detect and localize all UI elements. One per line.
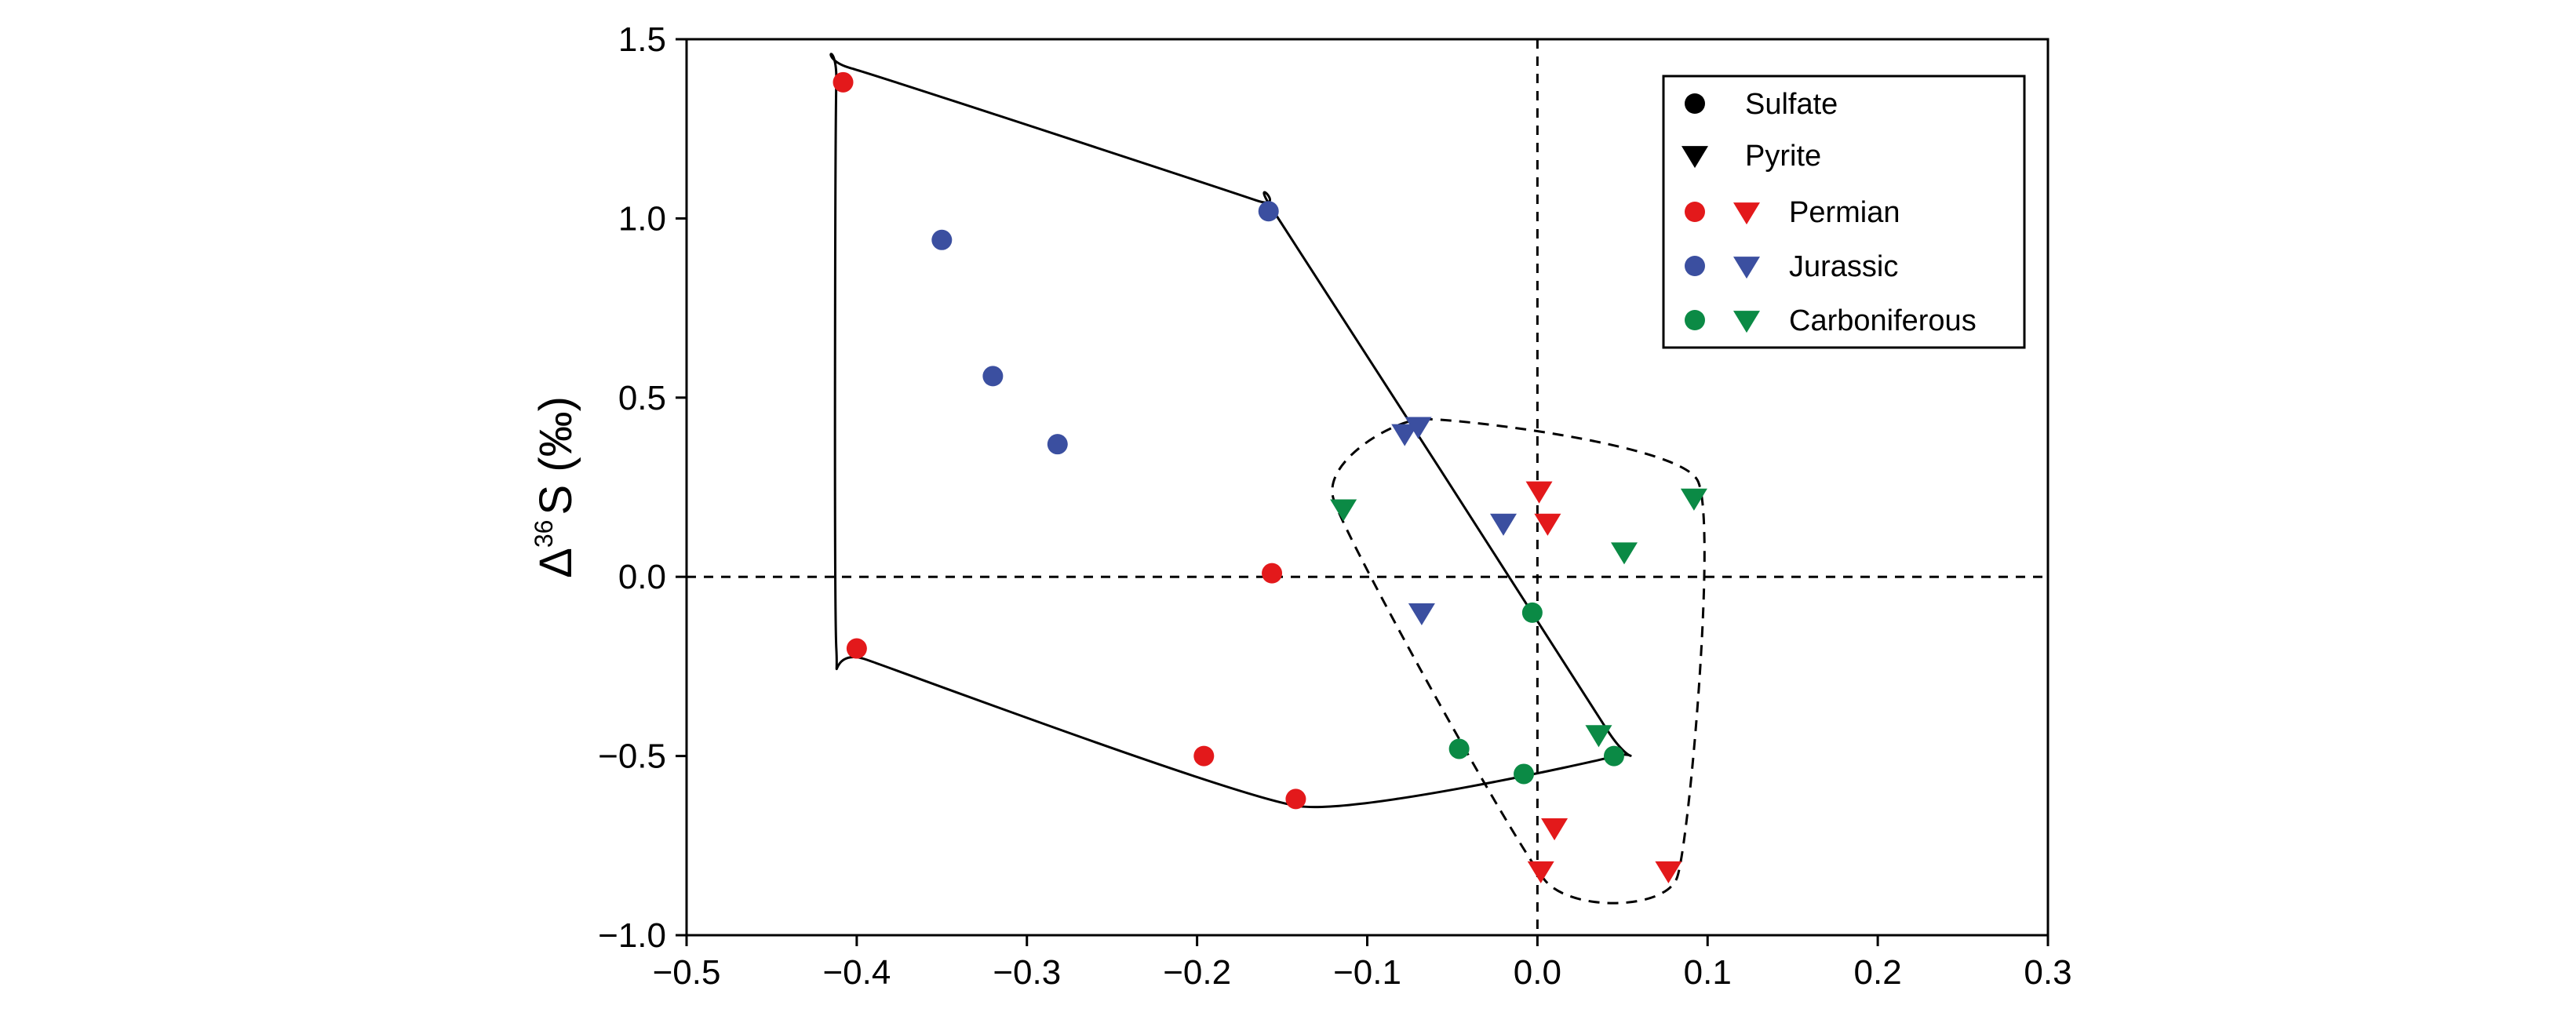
x-tick-label: 0.3	[2024, 953, 2071, 992]
legend-marker-triangle	[1733, 311, 1760, 333]
point-permian-sulfate	[1285, 788, 1306, 810]
point-carboniferous-sulfate	[1521, 602, 1543, 623]
y-tick-label: 0.0	[618, 558, 666, 596]
point-carboniferous-sulfate	[1514, 763, 1535, 785]
x-tick-label: 0.1	[1684, 953, 1732, 992]
y-tick-label: 1.5	[618, 20, 666, 59]
point-permian-sulfate	[833, 71, 854, 93]
legend-marker-triangle	[1733, 257, 1760, 279]
y-tick-label: 0.5	[618, 379, 666, 417]
point-permian-pyrite	[1655, 861, 1682, 883]
point-jurassic-pyrite	[1405, 417, 1432, 439]
x-axis: −0.5 −0.4 −0.3 −0.2 −0.1 0.0 0.1 0.2 0.3	[653, 935, 2072, 992]
legend-item-pyrite: Pyrite	[1682, 140, 1821, 173]
point-jurassic-pyrite	[1408, 603, 1435, 626]
y-tick-label: −0.5	[598, 737, 666, 776]
legend-marker-circle	[1685, 310, 1705, 330]
x-tick-label: −0.4	[822, 953, 891, 992]
point-jurassic-sulfate	[982, 366, 1004, 387]
point-carboniferous-sulfate	[1448, 738, 1470, 759]
x-tick-label: −0.1	[1333, 953, 1401, 992]
point-jurassic-sulfate	[1258, 201, 1279, 222]
y-axis: −1.0 −0.5 0.0 0.5 1.0 1.5	[598, 20, 687, 955]
legend-marker-circle	[1685, 256, 1705, 276]
point-jurassic-sulfate	[931, 229, 953, 250]
point-permian-sulfate	[1193, 745, 1215, 767]
point-permian-sulfate	[1262, 563, 1283, 584]
point-jurassic-sulfate	[1047, 434, 1068, 455]
point-carboniferous-pyrite	[1610, 542, 1638, 565]
legend-marker-triangle	[1733, 202, 1760, 225]
x-tick-label: −0.2	[1163, 953, 1231, 992]
point-jurassic-pyrite	[1391, 424, 1419, 446]
envelope-layer	[829, 53, 1706, 905]
legend-label: Jurassic	[1789, 250, 1898, 283]
y-tick-label: 1.0	[618, 199, 666, 238]
legend-item-permian: Permian	[1685, 196, 1900, 229]
legend-item-jurassic: Jurassic	[1685, 250, 1898, 283]
legend-marker-circle	[1685, 93, 1705, 114]
y-axis-title-superscript: 36	[530, 520, 558, 548]
legend-label: Pyrite	[1745, 140, 1821, 173]
legend-label: Carboniferous	[1789, 304, 1977, 337]
y-tick-label: −1.0	[598, 916, 666, 955]
legend-marker-circle	[1685, 202, 1705, 222]
legend-label: Sulfate	[1745, 88, 1838, 121]
y-axis-title: Δ36 S (‰)	[530, 396, 581, 578]
legend-item-carboniferous: Carboniferous	[1685, 304, 1977, 337]
envelope-solid	[829, 53, 1632, 808]
point-permian-pyrite	[1534, 513, 1561, 536]
point-carboniferous-pyrite	[1330, 499, 1357, 522]
point-jurassic-pyrite	[1490, 513, 1517, 536]
data-points	[833, 71, 1707, 883]
x-tick-label: 0.2	[1854, 953, 1902, 992]
reference-lines	[687, 39, 2048, 935]
point-carboniferous-pyrite	[1680, 488, 1707, 511]
point-carboniferous-pyrite	[1585, 725, 1612, 748]
point-carboniferous-sulfate	[1603, 745, 1624, 767]
legend-item-sulfate: Sulfate	[1685, 88, 1838, 121]
x-tick-label: 0.0	[1514, 953, 1561, 992]
legend-marker-triangle	[1682, 146, 1708, 169]
y-axis-title-main: S (‰)	[530, 396, 581, 515]
y-axis-title-prefix: Δ	[530, 548, 581, 578]
point-permian-pyrite	[1525, 481, 1553, 504]
legend-label: Permian	[1789, 196, 1900, 229]
legend: Sulfate Pyrite Permian Jurassic Carboniferou…	[1662, 75, 2026, 349]
envelope-dashed	[1331, 417, 1706, 905]
point-permian-sulfate	[846, 638, 867, 659]
legend-box	[1662, 75, 2026, 349]
x-tick-label: −0.5	[653, 953, 721, 992]
point-permian-pyrite	[1527, 861, 1554, 883]
x-tick-label: −0.3	[993, 953, 1061, 992]
point-permian-pyrite	[1541, 818, 1569, 841]
